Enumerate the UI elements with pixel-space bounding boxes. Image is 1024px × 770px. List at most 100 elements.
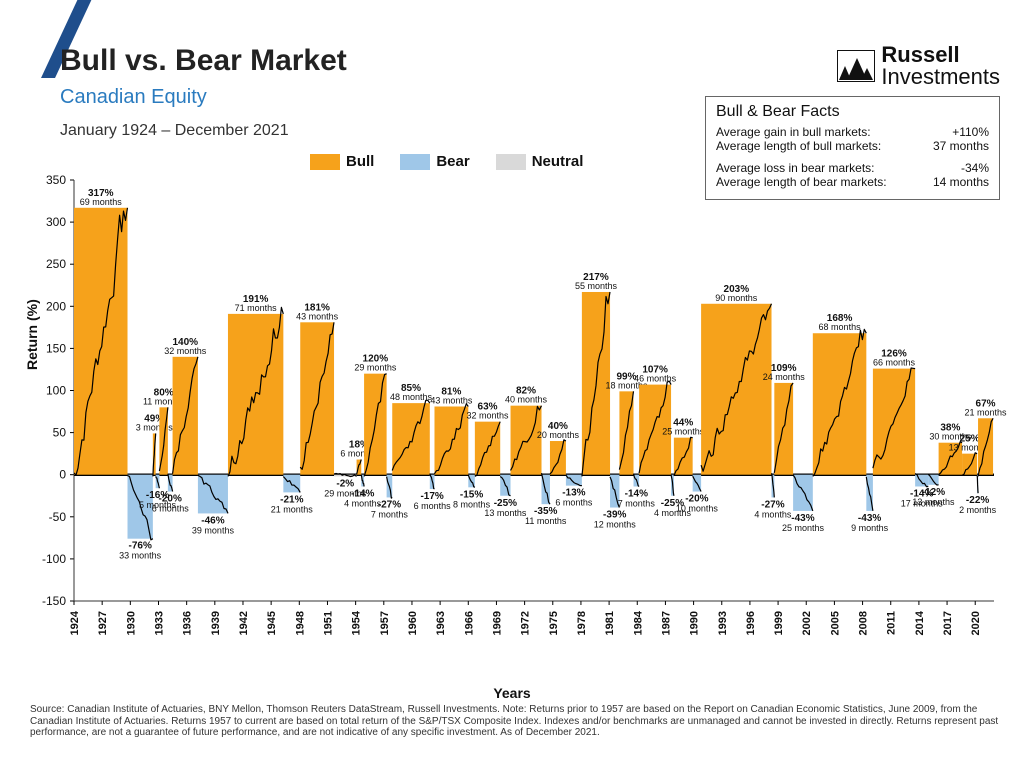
- logo-sub: Investments: [881, 66, 1000, 88]
- svg-text:50: 50: [53, 426, 67, 440]
- svg-text:1999: 1999: [773, 611, 785, 635]
- svg-text:20 months: 20 months: [537, 430, 580, 440]
- facts-row: Average gain in bull markets: +110%: [716, 125, 989, 139]
- svg-text:-100: -100: [42, 552, 66, 566]
- svg-text:69 months: 69 months: [80, 197, 123, 207]
- svg-text:66 months: 66 months: [873, 358, 916, 368]
- facts-row: Average loss in bear markets: -34%: [716, 161, 989, 175]
- svg-text:1972: 1972: [520, 611, 532, 635]
- logo: Russell Investments: [760, 44, 1000, 88]
- facts-val: 37 months: [933, 139, 989, 153]
- svg-text:6 months: 6 months: [152, 504, 190, 514]
- svg-text:0: 0: [59, 468, 66, 482]
- svg-text:1996: 1996: [745, 611, 757, 635]
- svg-text:43 months: 43 months: [430, 395, 473, 405]
- svg-text:2008: 2008: [858, 611, 870, 635]
- svg-text:250: 250: [46, 257, 66, 271]
- svg-text:200: 200: [46, 299, 66, 313]
- facts-title: Bull & Bear Facts: [716, 103, 989, 121]
- svg-text:1990: 1990: [689, 611, 701, 635]
- bull-swatch: [310, 154, 340, 170]
- svg-text:71 months: 71 months: [235, 303, 278, 313]
- page-subtitle: Canadian Equity: [60, 86, 207, 109]
- legend-label: Bull: [346, 153, 374, 170]
- x-axis-label: Years: [0, 685, 1024, 701]
- date-range: January 1924 – December 2021: [60, 122, 289, 140]
- legend-item-neutral: Neutral: [496, 153, 584, 170]
- legend-item-bear: Bear: [400, 153, 469, 170]
- svg-text:90 months: 90 months: [715, 293, 758, 303]
- svg-text:2017: 2017: [942, 611, 954, 635]
- svg-text:25 months: 25 months: [782, 523, 825, 533]
- svg-text:25 months: 25 months: [662, 427, 705, 437]
- svg-text:150: 150: [46, 341, 66, 355]
- legend-item-bull: Bull: [310, 153, 374, 170]
- neutral-swatch: [496, 154, 526, 170]
- svg-text:4 months: 4 months: [754, 509, 792, 519]
- svg-text:55 months: 55 months: [575, 281, 618, 291]
- svg-text:11 months: 11 months: [525, 516, 567, 526]
- y-axis-label: Return (%): [24, 299, 40, 370]
- svg-text:6 months: 6 months: [555, 498, 593, 508]
- logo-icon: [837, 50, 875, 82]
- svg-text:1948: 1948: [294, 611, 306, 635]
- svg-text:1933: 1933: [153, 611, 165, 635]
- svg-text:2014: 2014: [914, 610, 926, 635]
- svg-text:1993: 1993: [717, 611, 729, 635]
- bear-swatch: [400, 154, 430, 170]
- svg-text:2 months: 2 months: [959, 505, 997, 515]
- svg-text:13 months: 13 months: [912, 497, 955, 507]
- svg-text:1978: 1978: [576, 611, 588, 635]
- facts-key: Average loss in bear markets:: [716, 161, 875, 175]
- facts-key: Average gain in bull markets:: [716, 125, 871, 139]
- svg-text:68 months: 68 months: [819, 322, 862, 332]
- svg-text:43 months: 43 months: [296, 311, 339, 321]
- legend: Bull Bear Neutral: [310, 153, 583, 170]
- svg-text:2005: 2005: [829, 611, 841, 635]
- facts-key: Average length of bull markets:: [716, 139, 881, 153]
- legend-label: Neutral: [532, 153, 584, 170]
- logo-brand: Russell: [881, 44, 1000, 66]
- facts-row: Average length of bull markets: 37 months: [716, 139, 989, 153]
- svg-text:1963: 1963: [435, 611, 447, 635]
- svg-text:1951: 1951: [322, 611, 334, 635]
- svg-text:13 months: 13 months: [484, 508, 527, 518]
- legend-label: Bear: [436, 153, 469, 170]
- svg-text:1969: 1969: [491, 611, 503, 635]
- svg-text:-150: -150: [42, 594, 66, 608]
- svg-text:32 months: 32 months: [467, 411, 510, 421]
- svg-text:21 months: 21 months: [271, 504, 314, 514]
- svg-text:1984: 1984: [632, 610, 644, 635]
- svg-text:29 months: 29 months: [354, 363, 397, 373]
- svg-text:1939: 1939: [210, 611, 222, 635]
- svg-text:33 months: 33 months: [119, 551, 162, 561]
- chart-area: -150-100-5005010015020025030035019241927…: [74, 176, 994, 646]
- page-title: Bull vs. Bear Market: [60, 44, 347, 78]
- svg-text:24 months: 24 months: [763, 372, 806, 382]
- svg-text:40 months: 40 months: [505, 395, 548, 405]
- svg-text:-50: -50: [49, 510, 67, 524]
- svg-text:1924: 1924: [69, 610, 81, 635]
- facts-val: +110%: [952, 125, 989, 139]
- svg-text:9 months: 9 months: [851, 523, 889, 533]
- svg-text:2002: 2002: [801, 611, 813, 635]
- svg-text:1936: 1936: [182, 611, 194, 635]
- svg-text:300: 300: [46, 215, 66, 229]
- svg-text:100: 100: [46, 384, 66, 398]
- svg-text:48 months: 48 months: [390, 392, 433, 402]
- svg-text:1957: 1957: [379, 611, 391, 635]
- svg-text:46 months: 46 months: [634, 374, 677, 384]
- svg-text:7 months: 7 months: [371, 509, 409, 519]
- svg-text:1960: 1960: [407, 611, 419, 635]
- svg-text:1975: 1975: [548, 611, 560, 635]
- svg-text:2020: 2020: [970, 611, 982, 635]
- svg-text:1981: 1981: [604, 611, 616, 635]
- svg-text:1945: 1945: [266, 611, 278, 635]
- svg-text:1927: 1927: [97, 611, 109, 635]
- chart-svg: -150-100-5005010015020025030035019241927…: [74, 176, 994, 646]
- svg-text:10 months: 10 months: [676, 504, 719, 514]
- facts-val: -34%: [961, 161, 989, 175]
- svg-text:32 months: 32 months: [164, 346, 207, 356]
- svg-text:1966: 1966: [463, 611, 475, 635]
- svg-text:1987: 1987: [660, 611, 672, 635]
